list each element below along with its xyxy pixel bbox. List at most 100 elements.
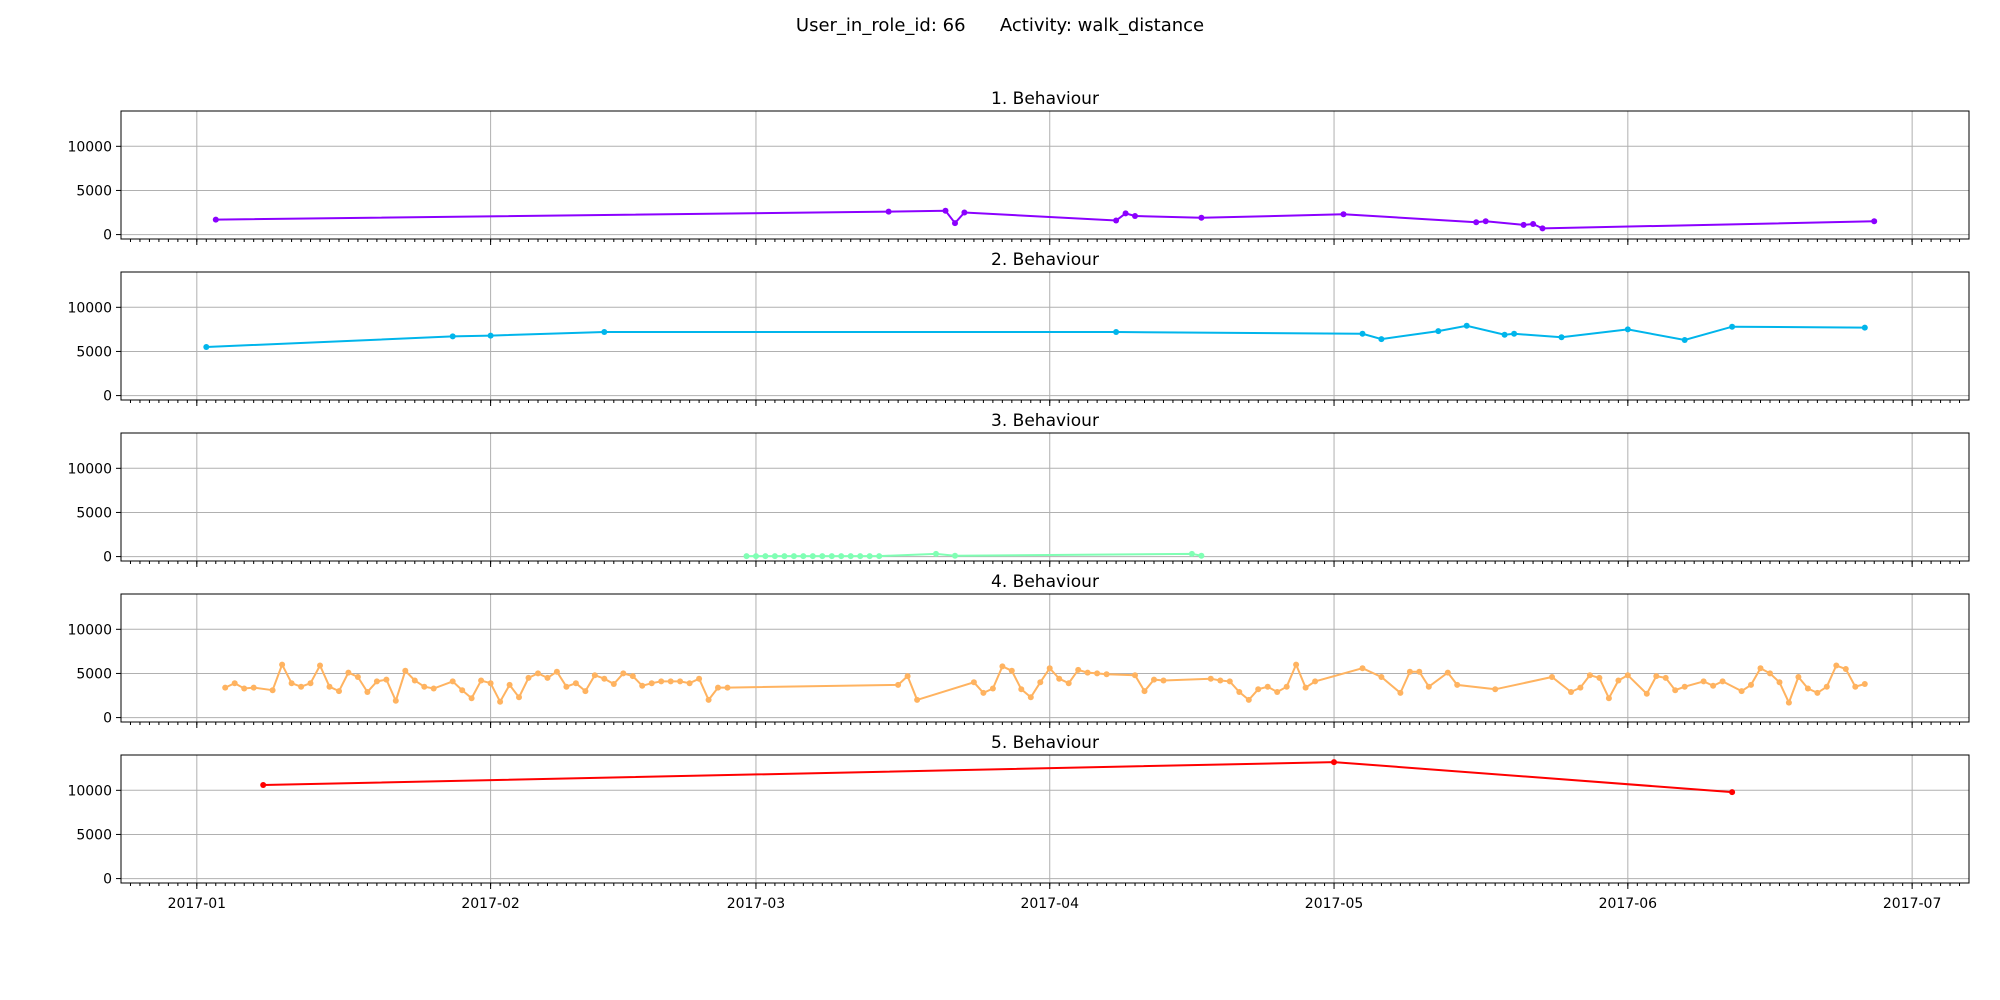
data-point bbox=[1331, 759, 1337, 766]
panel-4: 0 5000 10000 4. Behaviour bbox=[67, 572, 1970, 728]
data-point bbox=[790, 553, 797, 560]
data-point bbox=[1160, 677, 1167, 684]
data-point bbox=[743, 553, 750, 560]
data-point bbox=[648, 680, 655, 687]
panel-title: 4. Behaviour bbox=[991, 572, 1099, 592]
data-point bbox=[1075, 666, 1082, 673]
data-point bbox=[1340, 211, 1347, 218]
data-point bbox=[1198, 552, 1205, 559]
panel-2: 0 5000 10000 2. Behaviour bbox=[67, 250, 1970, 406]
data-point bbox=[1710, 682, 1717, 689]
data-point bbox=[1226, 678, 1233, 685]
series-line bbox=[206, 324, 1865, 348]
data-point bbox=[591, 672, 598, 679]
data-point bbox=[970, 679, 977, 686]
axes-frame bbox=[120, 754, 1970, 884]
data-point bbox=[914, 696, 921, 703]
data-point bbox=[1700, 678, 1707, 685]
data-point bbox=[686, 680, 693, 687]
panel-title: 5. Behaviour bbox=[991, 733, 1099, 753]
data-point bbox=[1861, 681, 1868, 687]
y-tick-label: 5000 bbox=[76, 505, 112, 521]
data-point bbox=[847, 553, 854, 560]
data-point bbox=[658, 678, 665, 685]
data-point bbox=[468, 695, 475, 702]
data-point bbox=[667, 678, 674, 685]
data-point bbox=[1122, 210, 1129, 217]
data-point bbox=[1511, 330, 1518, 337]
data-point bbox=[629, 673, 636, 680]
data-point bbox=[1492, 686, 1499, 693]
data-point bbox=[838, 553, 845, 560]
data-point bbox=[1103, 671, 1110, 678]
data-point bbox=[392, 697, 399, 704]
data-point bbox=[620, 670, 627, 677]
data-point bbox=[601, 675, 608, 682]
data-point bbox=[421, 683, 428, 690]
y-tick-label: 0 bbox=[103, 389, 112, 405]
data-point bbox=[241, 685, 248, 692]
data-point bbox=[1207, 675, 1214, 682]
data-point bbox=[857, 553, 864, 560]
data-point bbox=[326, 683, 333, 690]
data-point bbox=[553, 668, 560, 675]
data-point bbox=[1624, 326, 1631, 333]
data-point bbox=[876, 553, 883, 560]
data-point bbox=[1141, 688, 1148, 695]
data-point bbox=[1681, 683, 1688, 690]
data-point bbox=[1264, 683, 1271, 690]
data-point bbox=[933, 550, 939, 557]
data-point bbox=[563, 683, 570, 690]
panel-title: 2. Behaviour bbox=[991, 250, 1099, 270]
data-point bbox=[1823, 683, 1830, 690]
data-point bbox=[1094, 670, 1101, 677]
data-point bbox=[724, 684, 731, 691]
data-point bbox=[1198, 214, 1205, 221]
data-point bbox=[1482, 218, 1489, 225]
data-point bbox=[1312, 678, 1319, 685]
data-point bbox=[1539, 225, 1546, 232]
data-point bbox=[1027, 694, 1034, 701]
data-point bbox=[639, 682, 646, 689]
y-tick-label: 5000 bbox=[76, 666, 112, 682]
data-point bbox=[212, 216, 219, 223]
panel-5: 0 5000 10000 5. Behaviour 2017-01 2017-02 2017… bbox=[67, 733, 1970, 912]
data-point bbox=[535, 670, 541, 677]
data-point bbox=[1795, 674, 1802, 680]
data-point bbox=[904, 673, 911, 680]
y-tick-label: 10000 bbox=[67, 461, 112, 477]
data-point bbox=[980, 689, 987, 696]
data-point bbox=[582, 688, 589, 695]
data-point bbox=[809, 553, 816, 560]
data-point bbox=[1378, 674, 1385, 680]
data-point bbox=[1729, 323, 1736, 330]
data-point bbox=[402, 667, 409, 674]
data-point bbox=[1113, 329, 1120, 335]
data-point bbox=[762, 553, 769, 560]
data-point bbox=[1568, 689, 1574, 695]
data-point bbox=[1065, 680, 1072, 687]
data-point bbox=[497, 698, 504, 705]
data-point bbox=[800, 553, 807, 560]
data-point bbox=[288, 680, 295, 687]
data-point bbox=[866, 553, 873, 560]
data-point bbox=[506, 681, 513, 688]
axes-frame bbox=[120, 271, 1970, 401]
data-point bbox=[345, 669, 352, 676]
data-point bbox=[1037, 679, 1044, 686]
data-point bbox=[1274, 689, 1281, 695]
y-tick-label: 0 bbox=[103, 711, 112, 727]
data-point bbox=[459, 687, 466, 694]
panel-1: 0 5000 10000 1. Behaviour bbox=[67, 89, 1970, 245]
data-point bbox=[250, 684, 257, 691]
data-point bbox=[449, 333, 456, 340]
x-tick-label: 2017-02 bbox=[461, 896, 520, 912]
y-tick-label: 0 bbox=[103, 872, 112, 888]
data-point bbox=[354, 674, 361, 680]
data-point bbox=[1861, 324, 1868, 331]
axes-frame bbox=[120, 593, 1970, 723]
data-point bbox=[1132, 672, 1138, 679]
data-point bbox=[1435, 328, 1442, 335]
x-tick-label: 2017-07 bbox=[1883, 896, 1942, 912]
data-point bbox=[1577, 684, 1584, 691]
